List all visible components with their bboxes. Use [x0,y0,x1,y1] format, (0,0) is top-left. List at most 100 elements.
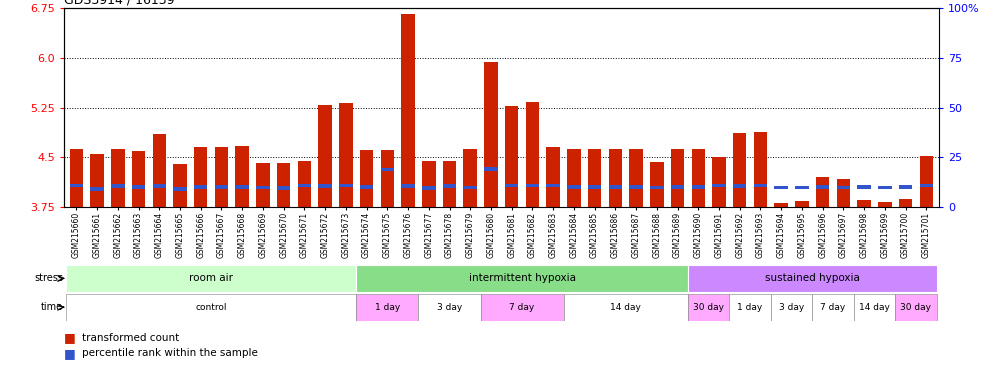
Bar [919,184,933,187]
Bar [795,201,809,207]
Bar [857,185,871,189]
Bar [670,149,684,207]
Text: GDS3914 / 16139: GDS3914 / 16139 [64,0,174,7]
Bar [650,185,664,189]
Bar [775,185,788,189]
Bar [729,294,771,321]
Bar [837,179,850,207]
Bar [812,294,854,321]
Bar [526,101,539,207]
Bar [277,186,290,190]
Bar [70,184,84,187]
Bar [356,265,688,292]
Bar [257,163,269,207]
Bar [629,149,643,207]
Bar [854,294,896,321]
Bar [66,265,356,292]
Bar [919,156,933,207]
Bar [547,184,560,187]
Bar [670,185,684,189]
Bar [298,161,311,207]
Text: 3 day: 3 day [779,303,804,312]
Bar [132,151,145,207]
Bar [236,185,249,189]
Bar [713,184,725,187]
Bar [236,146,249,207]
Bar [754,132,767,207]
Text: 3 day: 3 day [436,303,462,312]
Bar [214,147,228,207]
Bar [152,134,166,207]
Bar [380,150,394,207]
Bar [692,149,705,207]
Bar [356,294,419,321]
Bar [588,149,602,207]
Bar [194,185,207,189]
Bar [713,157,725,207]
Bar [298,184,311,187]
Bar [896,294,937,321]
Bar [878,185,892,189]
Bar [898,199,912,207]
Bar [360,150,374,207]
Bar [526,184,539,187]
Bar [629,185,643,189]
Bar [692,185,705,189]
Bar [194,147,207,207]
Bar [422,186,435,190]
Bar [422,161,435,207]
Text: 1 day: 1 day [375,303,400,312]
Text: control: control [196,303,227,312]
Text: transformed count: transformed count [82,333,179,343]
Bar [837,185,850,189]
Bar [339,184,353,187]
Text: 14 day: 14 day [859,303,890,312]
Text: ■: ■ [64,347,76,360]
Bar [878,202,892,207]
Bar [111,149,125,207]
Text: 1 day: 1 day [737,303,763,312]
Bar [214,185,228,189]
Text: room air: room air [189,273,233,283]
Bar [733,184,746,188]
Bar [442,161,456,207]
Bar [563,294,688,321]
Text: sustained hypoxia: sustained hypoxia [765,273,860,283]
Bar [318,105,332,207]
Bar [90,154,104,207]
Bar [650,162,664,207]
Bar [66,294,356,321]
Bar [588,185,602,189]
Bar [401,14,415,207]
Text: percentile rank within the sample: percentile rank within the sample [82,348,258,358]
Bar [360,185,374,189]
Bar [567,185,581,189]
Bar [816,185,830,189]
Bar [608,149,622,207]
Bar [688,265,937,292]
Bar [775,203,788,207]
Bar [754,184,767,187]
Bar [318,184,332,188]
Bar [152,184,166,188]
Bar [898,185,912,189]
Bar [464,185,477,189]
Text: 14 day: 14 day [610,303,641,312]
Bar [464,149,477,207]
Bar [505,184,518,187]
Bar [257,185,269,189]
Text: 7 day: 7 day [509,303,535,312]
Bar [795,185,809,189]
Bar [505,106,518,207]
Text: intermittent hypoxia: intermittent hypoxia [469,273,576,283]
Bar [277,163,290,207]
Bar [132,185,145,189]
Bar [90,187,104,190]
Bar [481,294,563,321]
Bar [857,200,871,207]
Bar [111,184,125,188]
Bar [442,184,456,188]
Bar [401,184,415,188]
Text: 7 day: 7 day [821,303,845,312]
Bar [733,133,746,207]
